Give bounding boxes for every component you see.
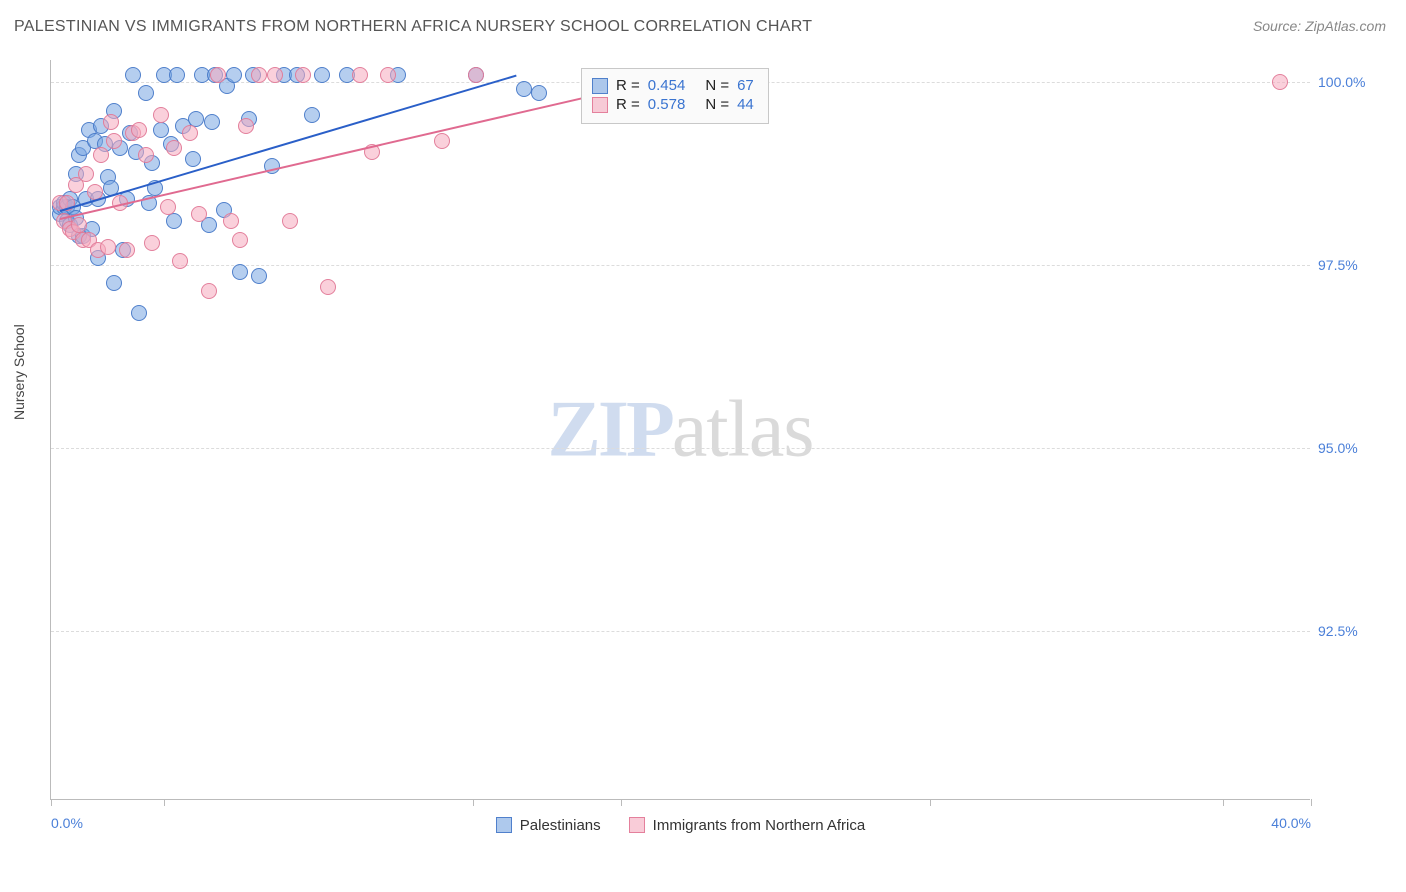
swatch-icon — [629, 817, 645, 833]
ytick-label: 95.0% — [1318, 440, 1388, 456]
stats-row: R = 0.454 N = 67 — [592, 77, 754, 94]
stat-n-label: N = — [705, 77, 729, 94]
plot-area: ZIPatlas 92.5%95.0%97.5%100.0%0.0%40.0%R… — [50, 60, 1310, 800]
scatter-point — [103, 114, 119, 130]
scatter-point — [282, 213, 298, 229]
gridline-h — [51, 448, 1310, 449]
ytick-label: 92.5% — [1318, 623, 1388, 639]
source-label: Source: ZipAtlas.com — [1253, 18, 1386, 34]
ytick-label: 97.5% — [1318, 257, 1388, 273]
scatter-point — [251, 67, 267, 83]
scatter-point — [320, 279, 336, 295]
scatter-point — [516, 81, 532, 97]
scatter-point — [251, 268, 267, 284]
scatter-point — [93, 147, 109, 163]
swatch-icon — [592, 97, 608, 113]
scatter-point — [153, 122, 169, 138]
stat-r-label: R = — [616, 96, 640, 113]
scatter-point — [119, 242, 135, 258]
xtick — [51, 799, 52, 806]
scatter-point — [166, 213, 182, 229]
stat-r-value: 0.578 — [648, 96, 686, 113]
swatch-icon — [496, 817, 512, 833]
scatter-point — [106, 133, 122, 149]
scatter-point — [125, 67, 141, 83]
ytick-label: 100.0% — [1318, 74, 1388, 90]
legend-item: Immigrants from Northern Africa — [629, 817, 866, 834]
watermark: ZIPatlas — [548, 384, 814, 475]
legend-label: Palestinians — [520, 817, 601, 834]
gridline-h — [51, 631, 1310, 632]
scatter-point — [166, 140, 182, 156]
scatter-point — [1272, 74, 1288, 90]
scatter-point — [267, 67, 283, 83]
scatter-point — [188, 111, 204, 127]
xtick — [621, 799, 622, 806]
chart-title: PALESTINIAN VS IMMIGRANTS FROM NORTHERN … — [14, 18, 812, 36]
stats-box: R = 0.454 N = 67 R = 0.578 N = 44 — [581, 68, 769, 124]
xtick — [930, 799, 931, 806]
legend-item: Palestinians — [496, 817, 601, 834]
scatter-point — [144, 235, 160, 251]
scatter-point — [352, 67, 368, 83]
scatter-point — [153, 107, 169, 123]
stat-n-value: 67 — [737, 77, 754, 94]
scatter-point — [191, 206, 207, 222]
scatter-point — [138, 85, 154, 101]
scatter-point — [131, 122, 147, 138]
scatter-point — [185, 151, 201, 167]
scatter-point — [295, 67, 311, 83]
scatter-point — [106, 275, 122, 291]
scatter-point — [131, 305, 147, 321]
scatter-point — [172, 253, 188, 269]
scatter-point — [304, 107, 320, 123]
scatter-point — [169, 67, 185, 83]
xtick — [1311, 799, 1312, 806]
swatch-icon — [592, 78, 608, 94]
scatter-point — [160, 199, 176, 215]
scatter-point — [210, 67, 226, 83]
scatter-point — [226, 67, 242, 83]
scatter-point — [232, 232, 248, 248]
scatter-point — [531, 85, 547, 101]
stats-row: R = 0.578 N = 44 — [592, 96, 754, 113]
chart-container: Nursery School ZIPatlas 92.5%95.0%97.5%1… — [14, 50, 1394, 840]
scatter-point — [100, 239, 116, 255]
scatter-point — [201, 283, 217, 299]
scatter-point — [468, 67, 484, 83]
scatter-point — [238, 118, 254, 134]
stat-n-label: N = — [705, 96, 729, 113]
scatter-point — [78, 166, 94, 182]
stat-r-value: 0.454 — [648, 77, 686, 94]
scatter-point — [380, 67, 396, 83]
scatter-point — [182, 125, 198, 141]
xtick — [473, 799, 474, 806]
scatter-point — [232, 264, 248, 280]
scatter-point — [434, 133, 450, 149]
scatter-point — [138, 147, 154, 163]
scatter-point — [314, 67, 330, 83]
scatter-point — [223, 213, 239, 229]
stat-n-value: 44 — [737, 96, 754, 113]
xtick — [1223, 799, 1224, 806]
scatter-point — [204, 114, 220, 130]
legend: Palestinians Immigrants from Northern Afr… — [51, 817, 1310, 838]
y-axis-label: Nursery School — [11, 324, 27, 420]
scatter-point — [71, 217, 87, 233]
xtick — [164, 799, 165, 806]
legend-label: Immigrants from Northern Africa — [653, 817, 866, 834]
stat-r-label: R = — [616, 77, 640, 94]
